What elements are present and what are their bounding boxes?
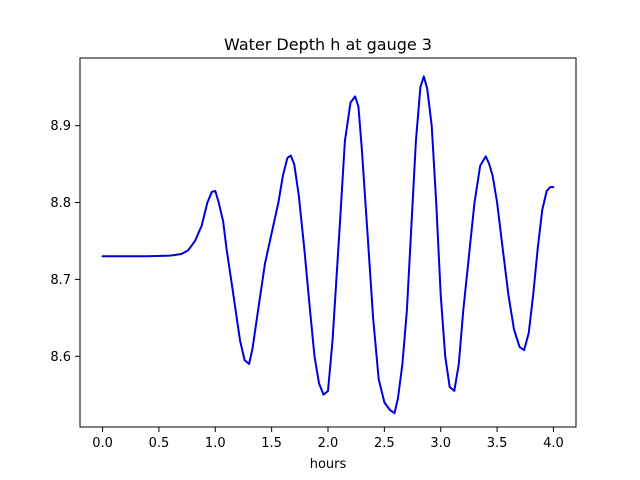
series-line [101, 75, 555, 415]
y-tick-label: 8.7 [50, 273, 71, 288]
x-tick-label: 2.0 [318, 436, 339, 451]
y-axis: 8.6 8.7 8.8 8.9 [50, 119, 80, 365]
y-tick-label: 8.9 [50, 119, 71, 134]
x-tick-label: 3.0 [430, 436, 451, 451]
x-axis: 0.0 0.5 1.0 1.5 2.0 2.5 3.0 3.5 4.0 [92, 427, 564, 451]
x-tick-label: 0.0 [92, 436, 113, 451]
x-tick-label: 4.0 [543, 436, 564, 451]
x-axis-label: hours [310, 457, 347, 472]
x-tick-label: 2.5 [374, 436, 395, 451]
y-tick-label: 8.8 [50, 196, 71, 211]
chart-title: Water Depth h at gauge 3 [224, 35, 432, 54]
y-tick-label: 8.6 [50, 350, 71, 365]
x-tick-label: 1.5 [261, 436, 282, 451]
x-tick-label: 1.0 [205, 436, 226, 451]
x-tick-label: 3.5 [487, 436, 508, 451]
x-tick-label: 0.5 [149, 436, 170, 451]
